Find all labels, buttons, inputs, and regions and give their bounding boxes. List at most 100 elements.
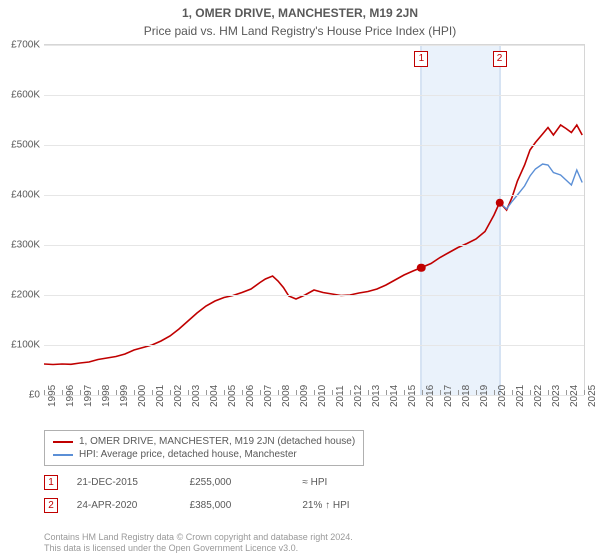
gridline bbox=[44, 45, 584, 46]
x-axis-label: 1996 bbox=[65, 385, 76, 407]
sale-row: 1 21-DEC-2015 £255,000 ≈ HPI bbox=[44, 475, 327, 490]
x-axis-label: 2001 bbox=[155, 385, 166, 407]
legend-item: 1, OMER DRIVE, MANCHESTER, M19 2JN (deta… bbox=[53, 435, 355, 448]
x-axis-label: 1998 bbox=[101, 385, 112, 407]
gridline bbox=[44, 245, 584, 246]
x-tick bbox=[422, 390, 423, 395]
gridline bbox=[44, 95, 584, 96]
gridline bbox=[44, 345, 584, 346]
x-axis-label: 2014 bbox=[389, 385, 400, 407]
gridline bbox=[44, 295, 584, 296]
sale-marker-icon: 2 bbox=[44, 498, 58, 513]
series-line bbox=[500, 164, 583, 209]
legend-label: 1, OMER DRIVE, MANCHESTER, M19 2JN (deta… bbox=[79, 436, 355, 447]
y-axis-label: £500K bbox=[0, 140, 40, 151]
x-tick bbox=[80, 390, 81, 395]
x-axis-label: 2017 bbox=[443, 385, 454, 407]
x-axis-label: 2006 bbox=[245, 385, 256, 407]
x-axis-label: 2024 bbox=[569, 385, 580, 407]
x-axis-label: 2018 bbox=[461, 385, 472, 407]
x-tick bbox=[494, 390, 495, 395]
x-axis-label: 2003 bbox=[191, 385, 202, 407]
x-axis-label: 2004 bbox=[209, 385, 220, 407]
x-tick bbox=[530, 390, 531, 395]
y-axis-label: £700K bbox=[0, 40, 40, 51]
x-axis-label: 2013 bbox=[371, 385, 382, 407]
x-axis-label: 2022 bbox=[533, 385, 544, 407]
x-axis-label: 2009 bbox=[299, 385, 310, 407]
x-tick bbox=[170, 390, 171, 395]
x-tick bbox=[242, 390, 243, 395]
x-axis-label: 2019 bbox=[479, 385, 490, 407]
chart-subtitle: Price paid vs. HM Land Registry's House … bbox=[0, 20, 600, 42]
sale-vs-hpi: ≈ HPI bbox=[302, 477, 327, 488]
x-tick bbox=[566, 390, 567, 395]
x-tick bbox=[134, 390, 135, 395]
sale-marker-callout: 2 bbox=[493, 51, 507, 67]
sale-price: £385,000 bbox=[190, 500, 300, 511]
x-axis-label: 2010 bbox=[317, 385, 328, 407]
x-tick bbox=[206, 390, 207, 395]
y-axis-label: £400K bbox=[0, 190, 40, 201]
sale-dot bbox=[495, 198, 504, 207]
gridline bbox=[44, 195, 584, 196]
x-tick bbox=[458, 390, 459, 395]
x-tick bbox=[476, 390, 477, 395]
x-tick bbox=[296, 390, 297, 395]
x-axis-label: 2007 bbox=[263, 385, 274, 407]
x-tick bbox=[440, 390, 441, 395]
x-tick bbox=[260, 390, 261, 395]
x-tick bbox=[512, 390, 513, 395]
x-axis-label: 2025 bbox=[587, 385, 598, 407]
x-tick bbox=[386, 390, 387, 395]
sale-marker-callout: 1 bbox=[414, 51, 428, 67]
x-axis-label: 2016 bbox=[425, 385, 436, 407]
x-axis-label: 2015 bbox=[407, 385, 418, 407]
x-axis-label: 2005 bbox=[227, 385, 238, 407]
legend-swatch bbox=[53, 441, 73, 443]
chart-title: 1, OMER DRIVE, MANCHESTER, M19 2JN bbox=[0, 0, 600, 20]
legend-label: HPI: Average price, detached house, Manc… bbox=[79, 449, 297, 460]
x-tick bbox=[224, 390, 225, 395]
x-axis-label: 2021 bbox=[515, 385, 526, 407]
x-tick bbox=[314, 390, 315, 395]
y-axis-label: £100K bbox=[0, 340, 40, 351]
x-axis-label: 2012 bbox=[353, 385, 364, 407]
sale-marker-icon: 1 bbox=[44, 475, 58, 490]
x-tick bbox=[278, 390, 279, 395]
sale-vs-hpi: 21% ↑ HPI bbox=[302, 500, 349, 511]
x-tick bbox=[116, 390, 117, 395]
x-axis-label: 1997 bbox=[83, 385, 94, 407]
x-axis-label: 2023 bbox=[551, 385, 562, 407]
x-tick bbox=[188, 390, 189, 395]
x-tick bbox=[44, 390, 45, 395]
attribution-line: This data is licensed under the Open Gov… bbox=[44, 543, 353, 554]
x-axis-label: 2011 bbox=[335, 385, 346, 407]
legend: 1, OMER DRIVE, MANCHESTER, M19 2JN (deta… bbox=[44, 430, 364, 466]
sale-date: 24-APR-2020 bbox=[77, 500, 187, 511]
y-axis-label: £300K bbox=[0, 240, 40, 251]
x-tick bbox=[584, 390, 585, 395]
chart-container: 1, OMER DRIVE, MANCHESTER, M19 2JN Price… bbox=[0, 0, 600, 560]
attribution: Contains HM Land Registry data © Crown c… bbox=[44, 532, 353, 555]
x-axis-label: 2020 bbox=[497, 385, 508, 407]
y-axis-label: £600K bbox=[0, 90, 40, 101]
y-axis-label: £0 bbox=[0, 390, 40, 401]
x-tick bbox=[98, 390, 99, 395]
line-layer bbox=[44, 45, 584, 395]
x-axis-label: 2008 bbox=[281, 385, 292, 407]
y-axis-label: £200K bbox=[0, 290, 40, 301]
x-tick bbox=[332, 390, 333, 395]
attribution-line: Contains HM Land Registry data © Crown c… bbox=[44, 532, 353, 543]
x-tick bbox=[62, 390, 63, 395]
x-axis-label: 1995 bbox=[47, 385, 58, 407]
legend-item: HPI: Average price, detached house, Manc… bbox=[53, 448, 355, 461]
x-axis-label: 2002 bbox=[173, 385, 184, 407]
x-tick bbox=[548, 390, 549, 395]
sale-price: £255,000 bbox=[190, 477, 300, 488]
gridline bbox=[44, 145, 584, 146]
x-tick bbox=[404, 390, 405, 395]
sale-dot bbox=[417, 263, 426, 272]
x-axis-label: 2000 bbox=[137, 385, 148, 407]
x-axis-label: 1999 bbox=[119, 385, 130, 407]
